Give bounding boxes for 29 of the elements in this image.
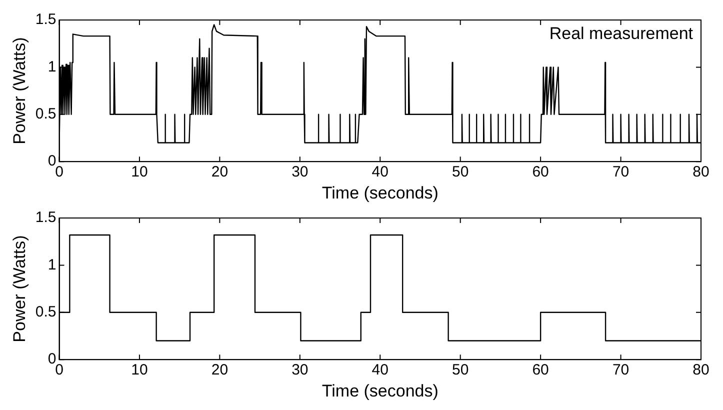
y-tick-label: 0 — [48, 152, 56, 170]
y-tick-label: 0 — [48, 350, 56, 368]
x-tick-label: 70 — [612, 164, 630, 181]
y-tick-label: 1 — [48, 256, 56, 274]
x-tick-label: 80 — [692, 164, 710, 181]
x-axis-title: Time (seconds) — [322, 381, 438, 400]
x-tick-label: 30 — [292, 362, 308, 379]
x-tick-label: 40 — [372, 164, 388, 181]
x-tick-label: 50 — [452, 164, 469, 181]
x-tick-label: 70 — [612, 362, 630, 379]
x-tick-label: 50 — [452, 362, 469, 379]
legend-label: Real measurement — [549, 24, 694, 44]
y-tick-label: 1.5 — [35, 11, 56, 28]
x-tick-label: 10 — [131, 164, 148, 181]
y-tick-label: 1 — [48, 58, 56, 76]
x-tick-label: 20 — [211, 362, 228, 379]
x-tick-label: 20 — [211, 164, 228, 181]
y-tick-label: 0.5 — [35, 106, 56, 123]
x-tick-label: 30 — [292, 164, 308, 181]
x-axis-title: Time (seconds) — [322, 183, 438, 202]
x-tick-label: 40 — [372, 362, 388, 379]
x-tick-label: 10 — [131, 362, 148, 379]
y-axis-title: Power (Watts) — [10, 235, 29, 342]
y-tick-label: 1.5 — [35, 209, 56, 226]
y-axis-title: Power (Watts) — [10, 37, 29, 144]
x-tick-label: 80 — [692, 362, 710, 379]
x-tick-label: 60 — [532, 164, 549, 181]
x-tick-label: 60 — [532, 362, 549, 379]
y-tick-label: 0.5 — [35, 304, 56, 321]
